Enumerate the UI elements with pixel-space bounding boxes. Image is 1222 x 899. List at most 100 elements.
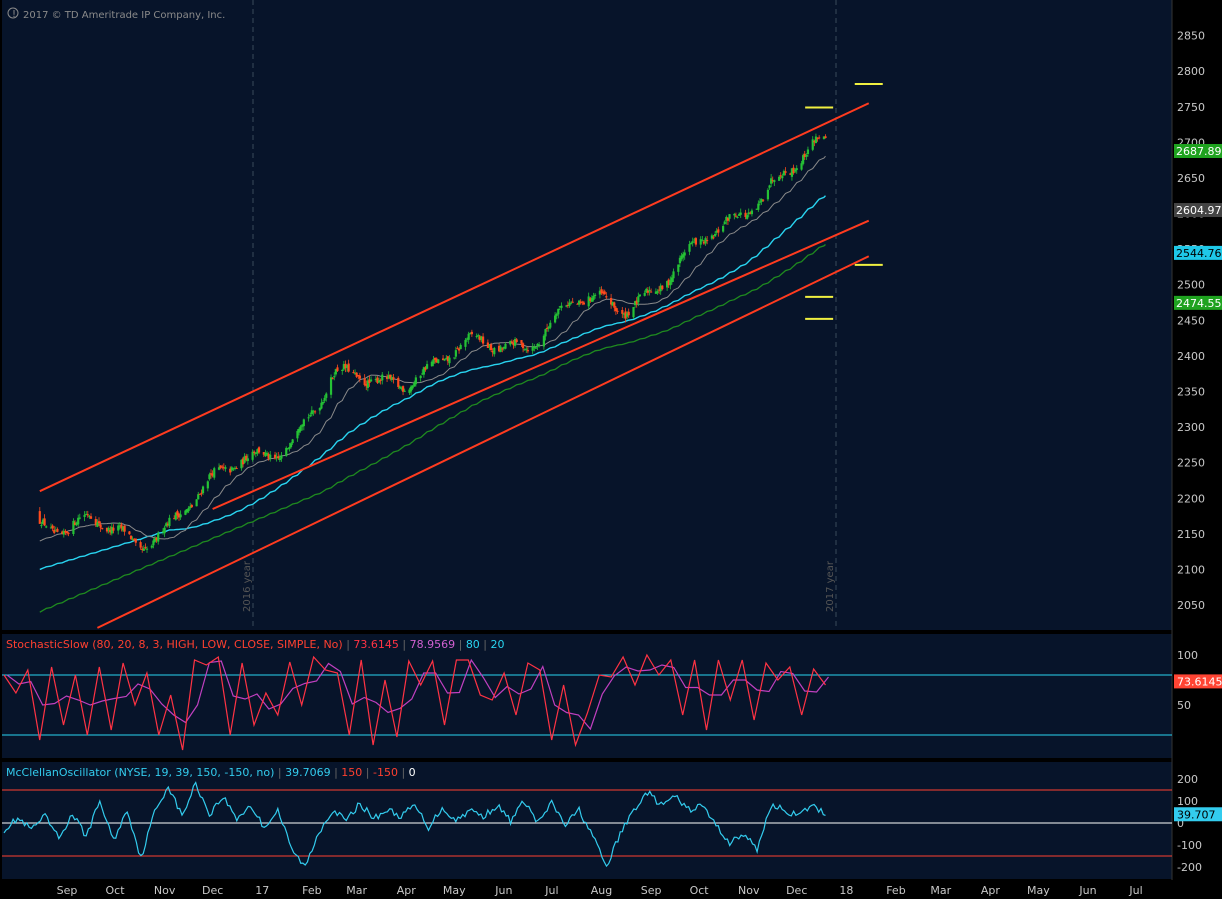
candle-body xyxy=(493,347,496,355)
candle-body xyxy=(157,533,160,542)
candle-body xyxy=(502,346,505,349)
candle-body xyxy=(131,538,134,540)
candle-body xyxy=(133,539,136,541)
candle-body xyxy=(701,239,704,241)
stochastic-panel[interactable] xyxy=(2,634,1172,758)
candle-body xyxy=(409,386,413,392)
candle-body xyxy=(691,241,694,243)
candle-body xyxy=(134,538,137,543)
candle-body xyxy=(658,289,661,291)
candle-body xyxy=(491,351,494,353)
candle-body xyxy=(336,367,339,371)
candle-body xyxy=(632,307,635,318)
channel-line-upper[interactable] xyxy=(39,102,870,493)
price-panel[interactable] xyxy=(2,0,1172,630)
candle-body xyxy=(51,525,54,529)
mcclellan-panel[interactable] xyxy=(2,762,1172,879)
price-tick-label: 2450 xyxy=(1177,314,1205,327)
candle-body xyxy=(313,411,317,413)
candle-body xyxy=(285,447,288,456)
candle-body xyxy=(499,346,502,352)
candle-body xyxy=(520,340,523,344)
candle-body xyxy=(243,456,246,463)
study-value: 0 xyxy=(409,766,416,779)
candle-body xyxy=(670,277,674,283)
mcclellan-header[interactable]: McClellanOscillator (NYSE, 19, 39, 150, … xyxy=(6,766,416,779)
candle-body xyxy=(806,149,810,155)
candle-body xyxy=(176,511,179,516)
candle-body xyxy=(221,466,224,468)
candle-body xyxy=(422,367,425,375)
channel-line-lower[interactable] xyxy=(96,255,870,629)
candle-body xyxy=(184,510,187,515)
candle-body xyxy=(94,518,97,526)
candle-body xyxy=(118,525,121,527)
candle-body xyxy=(736,216,739,218)
info-circle-glyph: ! xyxy=(12,9,16,20)
candle-body xyxy=(257,447,261,453)
candle-body xyxy=(403,390,406,392)
candle-body xyxy=(347,363,350,372)
candle-body xyxy=(486,342,489,348)
candle-body xyxy=(77,517,80,525)
candle-body xyxy=(678,257,682,264)
candle-body xyxy=(86,514,89,516)
study-value-separator: | xyxy=(480,638,491,651)
study-value: 150 xyxy=(341,766,362,779)
candle-body xyxy=(112,527,115,531)
candle-body xyxy=(717,229,720,233)
candle-body xyxy=(645,288,648,293)
candle-body xyxy=(702,241,706,244)
candle-body xyxy=(723,221,726,225)
candle-body xyxy=(139,542,142,548)
study-name[interactable]: McClellanOscillator (NYSE, 19, 39, 150, … xyxy=(6,766,274,779)
candle-body xyxy=(419,375,422,379)
candle-body xyxy=(275,456,278,459)
candle-body xyxy=(445,357,448,359)
candle-body xyxy=(587,296,590,307)
candle-body xyxy=(256,449,259,454)
candle-body xyxy=(605,296,608,298)
candle-body xyxy=(219,465,222,468)
candle-body xyxy=(280,455,283,459)
candle-body xyxy=(592,295,595,300)
candle-body xyxy=(643,292,646,296)
candle-body xyxy=(107,527,110,531)
candle-body xyxy=(435,358,438,363)
candle-body xyxy=(200,492,203,494)
candle-body xyxy=(465,338,469,340)
candle-body xyxy=(768,185,771,188)
candle-body xyxy=(582,302,585,305)
candle-body xyxy=(802,155,805,164)
stochastic-header[interactable]: StochasticSlow (80, 20, 8, 3, HIGH, LOW,… xyxy=(6,638,505,651)
candle-body xyxy=(728,214,731,219)
info-circle-icon[interactable] xyxy=(7,7,19,19)
candle-body xyxy=(376,377,379,383)
candle-body xyxy=(755,208,758,210)
candle-body xyxy=(141,548,144,551)
candle-body xyxy=(566,305,569,307)
price-tick-label: 2750 xyxy=(1177,101,1205,114)
candle-body xyxy=(414,377,417,385)
candle-body xyxy=(521,343,525,349)
candle-body xyxy=(613,302,616,308)
candle-body xyxy=(547,327,550,329)
candle-body xyxy=(142,548,145,551)
candle-body xyxy=(390,377,393,381)
candle-body xyxy=(800,163,803,170)
candle-body xyxy=(341,369,344,371)
candle-body xyxy=(424,367,427,370)
candle-body xyxy=(437,359,440,364)
candle-body xyxy=(537,344,541,346)
candle-body xyxy=(177,513,181,518)
candle-body xyxy=(568,302,571,306)
candle-body xyxy=(667,279,670,286)
candle-body xyxy=(683,252,686,256)
x-tick-label: May xyxy=(1027,884,1050,897)
study-name[interactable]: StochasticSlow (80, 20, 8, 3, HIGH, LOW,… xyxy=(6,638,343,651)
candle-body xyxy=(571,301,574,303)
channel-line-middle[interactable] xyxy=(212,219,870,510)
candlesticks xyxy=(38,133,827,553)
candle-body xyxy=(813,140,816,143)
candle-body xyxy=(179,514,182,518)
